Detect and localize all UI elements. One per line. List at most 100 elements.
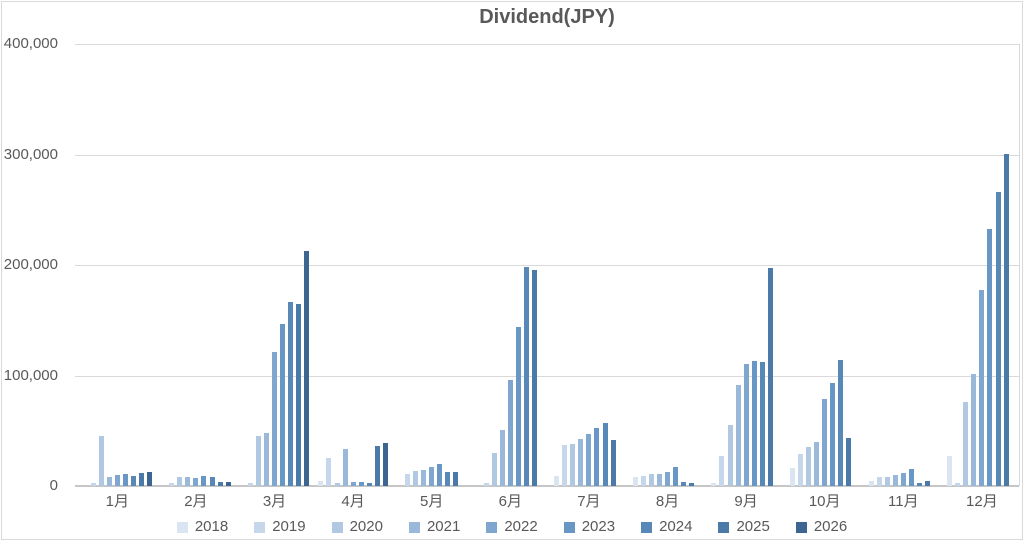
bar-2023-m4[interactable] [358,482,364,486]
bar-2018-m9[interactable] [711,483,717,486]
bar-2021-m7[interactable] [578,438,584,486]
bar-2021-m6[interactable] [499,429,505,486]
bar-2022-m7[interactable] [586,433,592,486]
bar-2022-m9[interactable] [743,364,749,486]
bar-2025-m2[interactable] [217,482,223,486]
bar-2021-m8[interactable] [656,473,662,486]
bar-2018-m12[interactable] [947,456,953,486]
bar-2020-m11[interactable] [884,476,890,486]
bar-2025-m5[interactable] [453,471,459,486]
bar-2022-m5[interactable] [429,466,435,486]
bar-2023-m11[interactable] [908,468,914,486]
bar-2024-m4[interactable] [366,483,372,486]
bar-2020-m6[interactable] [491,452,497,486]
bar-2026-m1[interactable] [147,471,152,486]
bar-2023-m10[interactable] [830,383,836,486]
bar-2024-m12[interactable] [995,191,1001,486]
legend-item-2024[interactable]: 2024 [641,518,692,536]
bar-2023-m1[interactable] [122,473,128,486]
bar-2020-m10[interactable] [806,446,812,486]
bar-2025-m11[interactable] [924,480,930,486]
bar-2024-m3[interactable] [288,302,294,486]
bar-2023-m6[interactable] [515,327,521,486]
bar-2018-m8[interactable] [632,477,638,486]
bar-2024-m2[interactable] [209,477,215,486]
bar-2024-m5[interactable] [445,471,451,486]
bar-2022-m11[interactable] [900,472,906,486]
bar-2022-m10[interactable] [822,398,828,486]
bar-2021-m2[interactable] [185,477,191,486]
bar-2021-m11[interactable] [892,474,898,486]
bar-2022-m3[interactable] [272,351,277,486]
bar-2020-m3[interactable] [255,436,261,486]
bar-2025-m8[interactable] [689,483,695,486]
bar-2018-m7[interactable] [554,476,560,486]
bar-2023-m9[interactable] [751,361,757,486]
bar-2019-m12[interactable] [955,483,961,486]
legend-item-2025[interactable]: 2025 [718,518,770,536]
bar-2019-m8[interactable] [640,476,646,486]
bar-2026-m4[interactable] [382,442,388,486]
bar-2024-m7[interactable] [602,422,608,486]
bar-2022-m1[interactable] [114,475,120,486]
bar-2023-m5[interactable] [437,463,443,486]
bar-2025-m3[interactable] [296,304,302,486]
bar-2019-m11[interactable] [876,476,882,486]
bar-2023-m8[interactable] [673,466,679,486]
bar-2020-m4[interactable] [334,483,340,486]
bar-2024-m11[interactable] [916,482,922,486]
bar-2026-m3[interactable] [304,250,310,486]
legend-item-2018[interactable]: 2018 [176,518,228,536]
bar-2024-m9[interactable] [759,362,765,486]
bar-2021-m5[interactable] [421,469,427,486]
bar-2025-m10[interactable] [846,437,852,486]
bar-2025-m1[interactable] [138,472,144,486]
bar-2020-m9[interactable] [727,424,733,486]
bar-2020-m2[interactable] [177,477,183,486]
bar-2022-m4[interactable] [350,482,356,486]
bar-2018-m11[interactable] [868,480,874,486]
bar-2021-m3[interactable] [263,433,269,486]
bar-2023-m12[interactable] [987,228,993,486]
bar-2019-m1[interactable] [90,483,96,486]
bar-2021-m1[interactable] [106,476,112,486]
bar-2019-m2[interactable] [169,482,175,486]
bar-2021-m9[interactable] [735,385,741,486]
bar-2019-m6[interactable] [483,483,489,486]
legend-item-2026[interactable]: 2026 [795,518,847,536]
bar-2022-m6[interactable] [507,380,513,486]
bar-2019-m3[interactable] [247,482,253,486]
legend-item-2022[interactable]: 2022 [486,518,538,536]
bar-2018-m10[interactable] [790,467,795,486]
bar-2024-m1[interactable] [130,475,136,486]
bar-2024-m10[interactable] [838,360,844,486]
bar-2020-m8[interactable] [648,474,654,486]
bar-2026-m2[interactable] [225,482,231,486]
bar-2021-m10[interactable] [814,441,820,486]
bar-2022-m8[interactable] [665,471,670,486]
bar-2023-m2[interactable] [201,475,207,486]
bar-2023-m3[interactable] [280,323,286,486]
bar-2019-m7[interactable] [562,444,568,486]
bar-2022-m2[interactable] [193,477,199,486]
bar-2024-m8[interactable] [681,482,687,486]
legend-item-2019[interactable]: 2019 [254,518,306,536]
bar-2018-m4[interactable] [318,481,324,486]
bar-2019-m10[interactable] [798,453,804,486]
bar-2025-m12[interactable] [1003,153,1009,486]
bar-2020-m7[interactable] [570,443,576,486]
bar-2019-m4[interactable] [326,457,332,486]
bar-2023-m7[interactable] [594,427,600,486]
bar-2025-m7[interactable] [610,439,616,486]
bar-2025-m9[interactable] [767,267,773,486]
legend-item-2023[interactable]: 2023 [563,518,615,536]
bar-2020-m1[interactable] [98,436,104,486]
bar-2022-m12[interactable] [979,290,985,486]
bar-2025-m4[interactable] [374,445,380,486]
bar-2019-m9[interactable] [719,455,725,486]
bar-2021-m4[interactable] [342,448,348,486]
bar-2020-m12[interactable] [963,401,969,486]
bar-2021-m12[interactable] [971,373,977,486]
bar-2024-m6[interactable] [523,267,529,486]
bar-2019-m5[interactable] [405,473,411,486]
